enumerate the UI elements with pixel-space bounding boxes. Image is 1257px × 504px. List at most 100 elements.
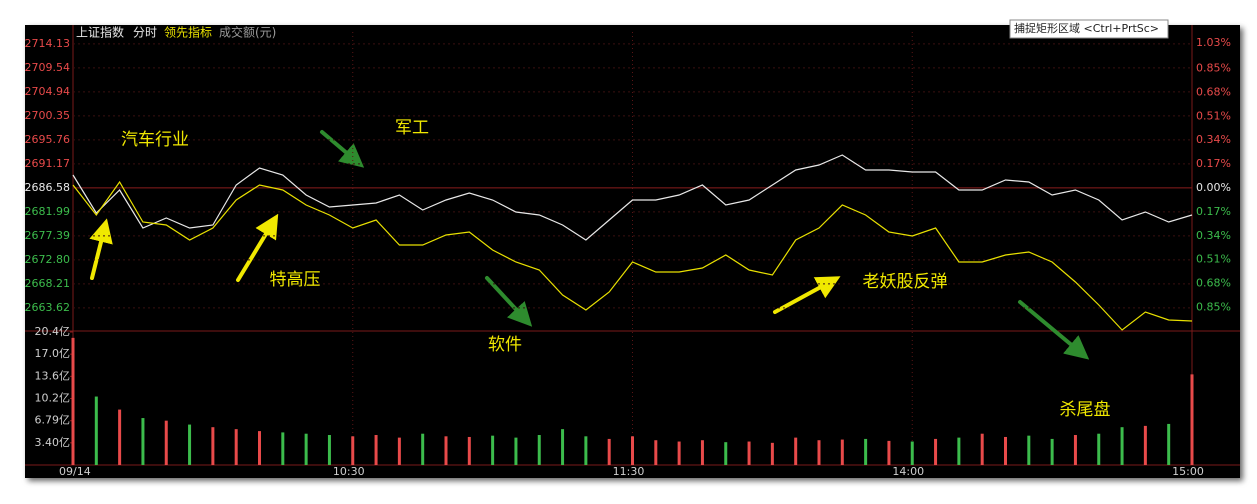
volume-bar (141, 418, 145, 465)
volume-bar (1097, 433, 1101, 465)
volume-bar (397, 437, 401, 465)
y2-tick-label: 0.34% (1196, 133, 1231, 146)
volume-bar (607, 438, 611, 465)
volume-bar (444, 436, 448, 465)
arrow (236, 213, 279, 282)
y-tick-label: 2677.39 (25, 229, 71, 242)
y-tick-label: 6.79亿 (35, 414, 71, 427)
y-tick-label: 20.4亿 (35, 325, 71, 338)
volume-bar (467, 436, 471, 465)
volume-bar (1027, 435, 1031, 465)
volume-bar (747, 441, 751, 465)
y2-tick-label: 0.51% (1196, 109, 1231, 122)
volume-bar (700, 440, 704, 465)
arrow (320, 130, 365, 168)
y2-tick-label: 0.51% (1196, 253, 1231, 266)
y-tick-label: 3.40亿 (35, 436, 71, 449)
tooltip-box (1009, 19, 1169, 39)
y2-tick-label: 0.85% (1196, 62, 1231, 75)
y2-tick-label: 0.17% (1196, 157, 1231, 170)
volume-bar (980, 433, 984, 465)
volume-bar (561, 429, 565, 465)
volume-bar (188, 424, 192, 465)
arrow (773, 276, 841, 314)
volume-bar (1073, 435, 1077, 465)
volume-bar (71, 337, 75, 465)
volume-bar (491, 435, 495, 465)
y2-tick-label: 0.68% (1196, 277, 1231, 290)
annotation: 军工 (395, 118, 429, 138)
volume-bar (677, 441, 681, 465)
volume-bar (118, 409, 122, 465)
volume-bar (374, 435, 378, 465)
annotation: 软件 (488, 335, 522, 355)
volume-bar (514, 437, 518, 465)
y-tick-label: 2668.21 (25, 277, 71, 290)
y2-tick-label: 0.85% (1196, 301, 1231, 314)
x-tick-label: 09/14 (59, 465, 91, 478)
volume-bar (258, 431, 261, 465)
volume-bar (234, 429, 238, 465)
y-tick-label: 2700.35 (25, 109, 71, 122)
y-tick-label: 13.6亿 (35, 369, 71, 382)
volume-bar (351, 436, 355, 465)
tooltip: 捕捉矩形区域 <Ctrl+PrtSc> (1014, 21, 1159, 35)
y2-tick-label: 0.17% (1196, 205, 1231, 218)
y-tick-label: 10.2亿 (35, 392, 71, 405)
annotation: 杀尾盘 (1060, 400, 1111, 420)
annotation: 汽车行业 (121, 130, 189, 150)
series-label: 上证指数 (76, 25, 124, 40)
y2-tick-label: 1.03% (1196, 36, 1231, 49)
x-tick-label: 14:00 (892, 465, 924, 478)
volume-bar (654, 440, 658, 465)
volume-bar (1143, 425, 1147, 465)
annotation: 老妖股反弹 (863, 272, 948, 292)
y-tick-label: 2704.94 (25, 85, 71, 98)
y-tick-label: 2691.17 (25, 157, 71, 170)
y-tick-label: 2672.80 (25, 253, 71, 266)
price-line (72, 180, 1193, 331)
volume-bar (1050, 438, 1054, 465)
volume-bar (1120, 427, 1124, 465)
volume-bar (281, 432, 285, 465)
volume-bar (537, 435, 541, 465)
period-label: 分时 (133, 26, 157, 40)
volume-bar (94, 396, 98, 465)
y2-tick-label: 0.68% (1196, 85, 1231, 98)
y-tick-label: 2709.54 (25, 61, 71, 74)
volume-bar (631, 436, 634, 465)
volume-bar (840, 439, 844, 465)
arrow (485, 276, 533, 327)
volume-bar (1004, 436, 1007, 465)
volume-bar (910, 441, 914, 465)
series-label: 领先指标 (164, 25, 212, 40)
volume-bar (864, 438, 868, 465)
volume-bar (1167, 423, 1171, 465)
y2-tick-label: 0.00% (1196, 181, 1231, 194)
volume-title: 成交额(元) (219, 25, 276, 40)
volume-bar (934, 438, 938, 465)
y-tick-label: 2681.99 (25, 205, 71, 218)
y2-tick-label: 0.34% (1196, 229, 1231, 242)
volume-bar (724, 442, 728, 465)
volume-bar (794, 437, 798, 465)
arrow (89, 218, 113, 280)
y-tick-label: 2695.76 (25, 133, 71, 146)
volume-bar (164, 420, 168, 465)
volume-bar (584, 436, 588, 465)
x-tick-label: 11:30 (613, 465, 645, 478)
x-tick-label: 10:30 (333, 465, 365, 478)
volume-bar (211, 427, 215, 465)
annotation: 特高压 (270, 270, 321, 290)
y-tick-label: 2686.58 (25, 181, 71, 194)
volume-bar (770, 442, 774, 465)
volume-bar (421, 433, 425, 465)
y-tick-label: 2663.62 (25, 301, 71, 314)
x-tick-label: 15:00 (1172, 465, 1204, 478)
volume-bar (1190, 374, 1194, 465)
price-line (72, 154, 1193, 241)
volume-bar (327, 435, 331, 465)
volume-bar (817, 440, 821, 465)
